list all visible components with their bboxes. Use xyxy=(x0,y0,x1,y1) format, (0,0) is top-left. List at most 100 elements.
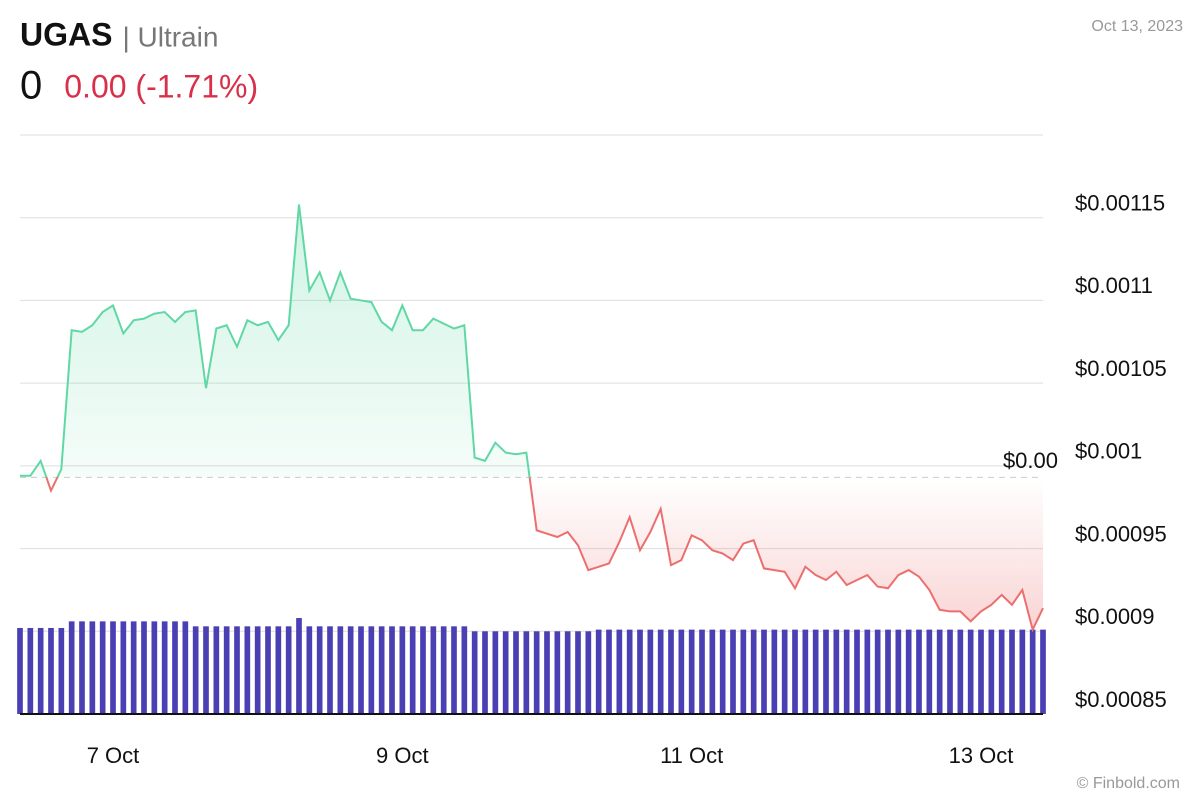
volume-bar xyxy=(492,631,499,714)
volume-bar xyxy=(771,629,778,714)
volume-bar xyxy=(585,631,592,714)
volume-bar xyxy=(203,626,209,714)
y-tick-label: $0.001 xyxy=(1075,439,1142,464)
volume-bar xyxy=(440,626,447,714)
price: 0 xyxy=(20,64,42,108)
volume-bar xyxy=(1040,629,1046,714)
volume-bar xyxy=(895,629,902,714)
volume-bar xyxy=(234,626,240,714)
y-tick-label: $0.00105 xyxy=(1075,356,1167,381)
volume-bar xyxy=(141,621,147,714)
volume-bar xyxy=(761,629,767,714)
volume-bar xyxy=(523,631,530,714)
volume-bar xyxy=(740,629,747,714)
volume-bar xyxy=(110,621,116,714)
volume-bar xyxy=(626,629,633,714)
volume-bar xyxy=(905,629,912,714)
volume-bar xyxy=(647,629,654,714)
volume-bar xyxy=(420,626,426,714)
volume-bar xyxy=(719,629,726,714)
volume-bar xyxy=(564,631,571,714)
volume-bar xyxy=(337,626,344,714)
volume-bar xyxy=(223,626,230,714)
volume-bar xyxy=(967,629,974,714)
volume-bar xyxy=(606,629,612,714)
volume-bar xyxy=(296,618,302,714)
volume-bar xyxy=(182,621,189,714)
y-tick-label: $0.0009 xyxy=(1075,604,1155,629)
volume-bar xyxy=(161,621,168,714)
volume-bar xyxy=(533,631,540,714)
volume-bar xyxy=(451,626,457,714)
volume-bar xyxy=(575,631,581,714)
volume-bar xyxy=(347,626,354,714)
y-tick-label: $0.00085 xyxy=(1075,687,1167,712)
volume-bar xyxy=(843,629,850,714)
volume-bar xyxy=(699,629,705,714)
y-tick-label: $0.0011 xyxy=(1075,273,1153,298)
volume-bar xyxy=(482,631,488,714)
volume-bar xyxy=(192,626,199,714)
volume-bar xyxy=(275,626,282,714)
volume-bar xyxy=(513,631,519,714)
volume-bar xyxy=(389,626,395,714)
price-line xyxy=(20,204,1044,633)
price-area xyxy=(20,204,1043,630)
volume-bar xyxy=(802,629,809,714)
volume-bar xyxy=(471,631,478,714)
volume-bar xyxy=(99,621,106,714)
volume-bar xyxy=(916,629,922,714)
volume-bar xyxy=(430,626,437,714)
volume-bar xyxy=(120,621,127,714)
asset-name: | Ultrain xyxy=(122,21,218,52)
volume-bar xyxy=(502,631,509,714)
volume-bar xyxy=(947,629,953,714)
watermark: © Finbold.com xyxy=(1077,775,1180,792)
volume-bar xyxy=(812,629,819,714)
volume-bar xyxy=(554,631,561,714)
volume-bar xyxy=(27,627,34,714)
volume-bar xyxy=(89,621,96,714)
volume-bar xyxy=(1009,629,1015,714)
volume-bar xyxy=(998,629,1005,714)
volume-bar xyxy=(730,629,736,714)
volume-bar xyxy=(637,629,643,714)
volume-bar xyxy=(709,629,716,714)
date: Oct 13, 2023 xyxy=(1091,18,1183,35)
volume-bar xyxy=(58,627,65,714)
volume-bar xyxy=(792,629,798,714)
y-tick-label: $0.00095 xyxy=(1075,521,1167,546)
volume-bar xyxy=(750,629,757,714)
volume-bar xyxy=(68,621,75,714)
ticker: UGAS xyxy=(20,16,112,52)
volume-bar xyxy=(130,621,137,714)
volume-bar xyxy=(79,621,85,714)
volume-bar xyxy=(1029,629,1036,714)
volume-bar xyxy=(874,629,881,714)
volume-bar xyxy=(213,626,220,714)
volume-bar xyxy=(316,626,323,714)
x-tick-label: 11 Oct xyxy=(660,743,723,768)
volume-bar xyxy=(885,629,891,714)
volume-bar xyxy=(327,626,333,714)
volume-bar xyxy=(172,621,178,714)
price-change: 0.00 (-1.71%) xyxy=(64,68,258,104)
volume-bar xyxy=(399,626,406,714)
volume-bar xyxy=(926,629,933,714)
volume-bar xyxy=(657,629,664,714)
x-tick-label: 9 Oct xyxy=(376,743,429,768)
volume-bar xyxy=(544,631,550,714)
volume-bar xyxy=(151,621,158,714)
reference-label: $0.00 xyxy=(1003,448,1058,473)
volume-bar xyxy=(409,626,416,714)
volume-bar xyxy=(988,629,995,714)
volume-bar xyxy=(37,627,44,714)
volume-bar xyxy=(1019,629,1026,714)
volume-bar xyxy=(368,626,375,714)
y-tick-label: $0.00115 xyxy=(1075,191,1165,216)
volume-bar xyxy=(306,626,313,714)
volume-bar xyxy=(957,629,964,714)
volume-bar xyxy=(936,629,943,714)
volume-bar xyxy=(595,629,602,714)
